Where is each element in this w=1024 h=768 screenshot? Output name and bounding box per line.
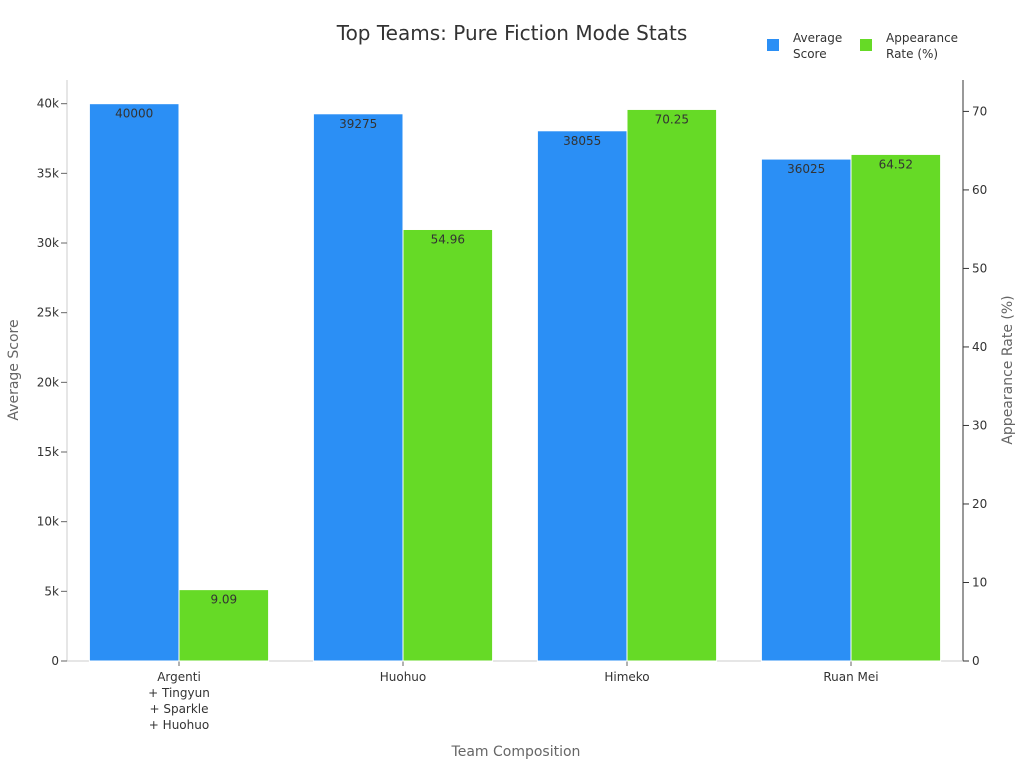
x-tick-label: Himeko (604, 670, 649, 684)
data-label: 70.25 (655, 112, 689, 126)
x-tick-label: Ruan Mei (823, 670, 878, 684)
data-label: 36025 (787, 162, 825, 176)
y-right-tick-label: 60 (972, 183, 987, 197)
bar (88, 103, 180, 662)
x-tick-label: + Huohuo (149, 718, 209, 732)
y-left-tick-label: 35k (37, 166, 59, 180)
legend-swatch (767, 39, 779, 51)
data-label: 40000 (115, 107, 153, 121)
y-axis-left-label: Average Score (6, 319, 22, 420)
data-labels: 40000 9.09 39275 54.96 38055 70.25 36025 64.52 (115, 107, 913, 607)
y-axis-right-label: Appearance Rate (%) (1000, 295, 1016, 444)
y-left-tick-label: 0 (51, 654, 59, 668)
x-tick-label: + Sparkle (149, 702, 208, 716)
data-label: 64.52 (879, 157, 913, 171)
bars (88, 103, 942, 662)
data-label: 39275 (339, 117, 377, 131)
data-label: 38055 (563, 134, 601, 148)
bar (536, 130, 628, 662)
y-left-tick-label: 10k (37, 515, 59, 529)
bar (402, 228, 494, 662)
y-right-tick-label: 50 (972, 261, 987, 275)
y-right-tick-label: 20 (972, 497, 987, 511)
x-tick-label: + Tingyun (148, 686, 210, 700)
bar (178, 589, 270, 662)
legend-label: Score (793, 47, 827, 61)
y-left-tick-label: 15k (37, 445, 59, 459)
y-left-tick-label: 20k (37, 375, 59, 389)
chart-title: Top Teams: Pure Fiction Mode Stats (336, 21, 688, 45)
bar (850, 153, 942, 662)
y-left-tick-label: 5k (44, 584, 59, 598)
x-tick-label: Argenti (157, 670, 201, 684)
y-left-tick-label: 25k (37, 306, 59, 320)
legend-label: Appearance (886, 31, 958, 45)
y-right-tick-label: 10 (972, 575, 987, 589)
data-label: 9.09 (210, 593, 237, 607)
legend-label: Rate (%) (886, 47, 938, 61)
data-label: 54.96 (431, 232, 465, 246)
x-axis-label: Team Composition (451, 744, 581, 760)
legend-label: Average (793, 31, 842, 45)
bar (760, 158, 852, 662)
y-right-tick-label: 40 (972, 340, 987, 354)
y-right-tick-label: 0 (972, 654, 980, 668)
axes: 0 5k 10k 15k 20k 25k 30k 35k 40k 0 10 20 30 40 50 60 70 A… (37, 80, 987, 732)
bar (312, 113, 404, 662)
legend: Average Score Appearance Rate (%) (767, 31, 958, 61)
legend-swatch (860, 39, 872, 51)
bar (626, 108, 718, 662)
x-tick-label: Huohuo (380, 670, 427, 684)
y-left-tick-label: 30k (37, 236, 59, 250)
y-right-tick-label: 30 (972, 418, 987, 432)
y-right-tick-label: 70 (972, 104, 987, 118)
y-left-tick-label: 40k (37, 97, 59, 111)
